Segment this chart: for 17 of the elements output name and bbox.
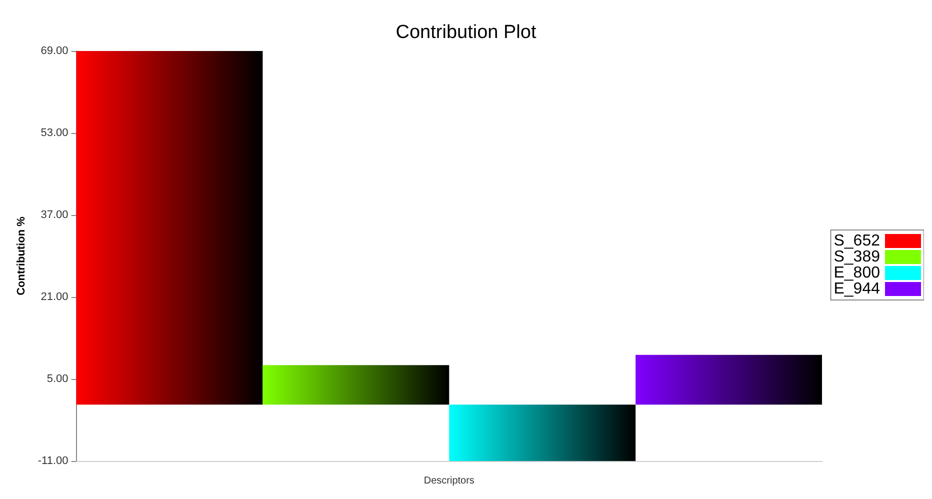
legend-label: S_652 [834, 232, 880, 250]
y-tick-label: 53.00 [40, 127, 68, 139]
bar [262, 365, 450, 405]
y-tick-label: -11.00 [38, 455, 68, 467]
y-tick-label: 69.00 [40, 45, 68, 57]
legend-label: S_389 [834, 248, 880, 266]
y-axis-title: Contribution % [16, 216, 28, 296]
bar [76, 51, 263, 405]
legend-label: E_944 [834, 280, 880, 298]
bar [449, 404, 636, 461]
y-tick-label: 37.00 [40, 209, 68, 221]
x-axis-title: Descriptors [424, 476, 474, 486]
bar [636, 354, 822, 405]
y-tick-label: 5.00 [46, 373, 68, 385]
y-tick-label: 21.00 [40, 291, 68, 303]
legend-label: E_800 [834, 264, 880, 282]
chart-title: Contribution Plot [396, 22, 537, 43]
